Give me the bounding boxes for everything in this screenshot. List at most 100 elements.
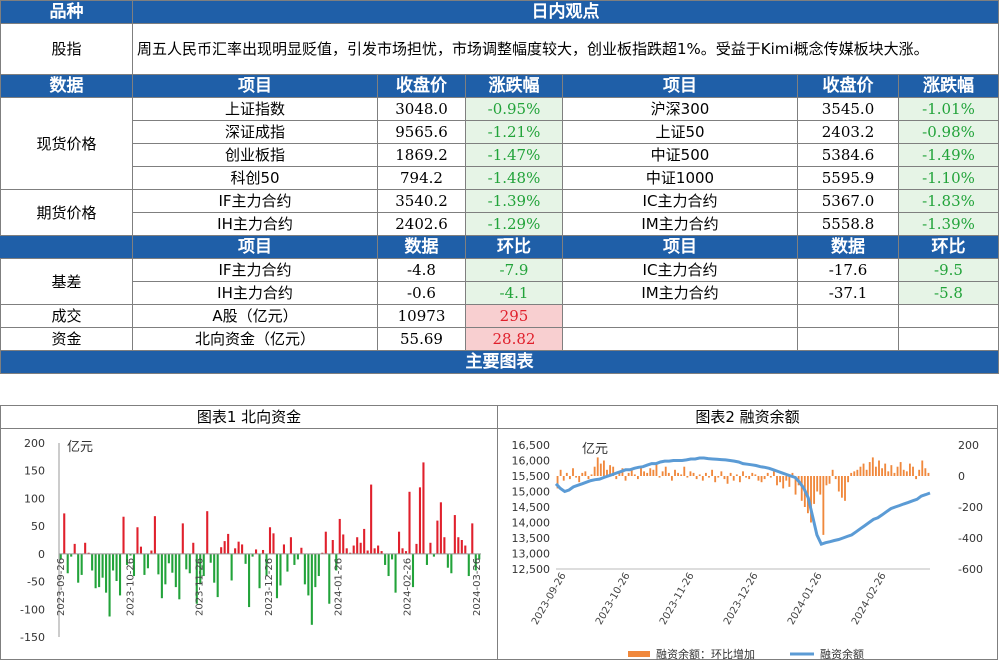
chart1-bar	[443, 537, 446, 554]
chart1-bar	[418, 487, 422, 554]
charts-area: 图表1 北向资金 亿元 -150 -100 -50 0 50 100 150 200 2023-0…	[0, 405, 998, 661]
charts-header: 主要图表	[0, 350, 1000, 374]
chart1-bar	[105, 553, 108, 593]
turnover-value: 10973	[377, 304, 466, 328]
futures-close: 3540.2	[377, 189, 466, 213]
chart1-xtick-label: 2023-11-26	[195, 558, 206, 616]
chart1-bar	[118, 553, 122, 596]
chart1-bar	[132, 553, 136, 577]
chart1-bar	[153, 516, 156, 554]
chart1-bar	[241, 544, 244, 554]
chart2-bar	[924, 468, 927, 476]
spot-name: 上证50	[562, 120, 798, 144]
chart1-bar	[310, 553, 313, 625]
futures-close: 5367.0	[797, 189, 899, 213]
chart2-bar	[779, 476, 782, 483]
spot-close: 5595.9	[797, 166, 899, 190]
futures-change: -1.39%	[897, 212, 1000, 236]
price-header-close-2: 收盘价	[797, 74, 899, 98]
chart2-bar	[615, 476, 618, 480]
chart2-bar	[828, 476, 831, 484]
chart1-bar	[404, 551, 408, 554]
chart2-bar	[581, 472, 584, 476]
chart1-bar	[453, 515, 456, 554]
chart2-bar	[896, 466, 899, 476]
chart1-bar	[248, 553, 251, 608]
spot-close: 5384.6	[797, 143, 899, 167]
chart2-bar	[831, 469, 834, 476]
chart1-bar	[73, 543, 76, 554]
spot-close: 3545.0	[797, 97, 899, 121]
chart1-ytick-label: 200	[24, 437, 45, 450]
spot-name: 上证指数	[132, 97, 378, 121]
chart2-bar	[862, 463, 865, 476]
view-label: 股指	[0, 23, 133, 75]
chart1-xtick-label: 2023-12-26	[264, 558, 275, 616]
chart2-bar	[686, 476, 689, 478]
basis-value: -37.1	[797, 281, 899, 305]
basis-value: -17.6	[797, 258, 899, 282]
chart2-xtick-label: 2023-12-26	[722, 571, 761, 627]
chart1-bar	[359, 542, 362, 554]
price-header-item-2: 项目	[562, 74, 798, 98]
basis-label: 基差	[0, 258, 133, 305]
chart2-bar	[769, 476, 772, 478]
chart2-legend-line-label: 融资余额	[820, 647, 864, 660]
chart2-bar	[723, 476, 726, 480]
chart2-bar	[760, 476, 763, 483]
spot-change: -1.49%	[897, 143, 1000, 167]
chart1-bar	[321, 552, 324, 554]
chart1-bar	[70, 553, 73, 557]
chart1-bar	[286, 553, 289, 572]
chart2-bar	[606, 469, 608, 476]
chart2-bar	[874, 466, 877, 476]
chart1-bar	[331, 540, 334, 554]
chart2-left-tick-label: 13,500	[512, 532, 551, 545]
chart1-bar	[255, 549, 258, 554]
chart1-bar	[188, 553, 191, 574]
spot-change: -1.10%	[897, 166, 1000, 190]
chart2-bar	[602, 460, 605, 476]
chart1-bar	[275, 553, 279, 599]
chart2-right-tick-label: 200	[958, 439, 979, 452]
chart1-bar	[300, 547, 303, 554]
basis-header-data-1: 数据	[377, 235, 466, 259]
report-table: 品种 日内观点 股指 周五人民币汇率出现明显贬值，引发市场担忧，市场调整幅度较大…	[0, 0, 1000, 374]
futures-name: IH主力合约	[132, 212, 378, 236]
chart1-bar	[401, 548, 404, 554]
chart2-bar	[633, 474, 636, 476]
chart1-bar	[80, 553, 83, 575]
chart2-right-tick-label: -400	[958, 532, 983, 545]
chart2-xtick-label: 2024-02-26	[850, 571, 889, 627]
chart2-bar	[893, 472, 896, 476]
chart1-bar	[432, 553, 435, 557]
chart1-bar	[324, 531, 327, 554]
chart1-bar	[213, 553, 216, 583]
chart2-bar	[636, 476, 639, 480]
basis-name: IF主力合约	[132, 258, 378, 282]
chart2-bar	[782, 476, 785, 489]
price-header-chg-2: 涨跌幅	[897, 74, 1000, 98]
chart1-bar	[164, 553, 167, 585]
chart2-ylabel: 亿元	[582, 442, 608, 457]
chart2-bar	[763, 476, 766, 480]
chart1-bar	[268, 527, 272, 554]
spot-close: 2403.2	[797, 120, 899, 144]
chart1-bar	[122, 516, 125, 554]
chart1-bar	[91, 553, 94, 571]
basis-name: IC主力合约	[562, 258, 798, 282]
chart2-bar	[575, 476, 578, 478]
basis-header-chg-1: 环比	[465, 235, 563, 259]
funds-change: 28.82	[465, 327, 563, 351]
chart1-bar	[87, 552, 90, 554]
chart1-bar	[411, 553, 415, 588]
chart2-bar	[572, 468, 574, 476]
empty-cell	[897, 304, 1000, 328]
chart1-bar	[101, 553, 104, 578]
chart2-bar	[819, 476, 822, 495]
chart2-left-tick-label: 13,000	[512, 548, 551, 561]
chart2-bar	[593, 466, 596, 476]
chart1-bar	[181, 523, 184, 554]
chart1-bar	[139, 546, 143, 554]
chart2-left-tick-label: 16,000	[512, 455, 551, 468]
